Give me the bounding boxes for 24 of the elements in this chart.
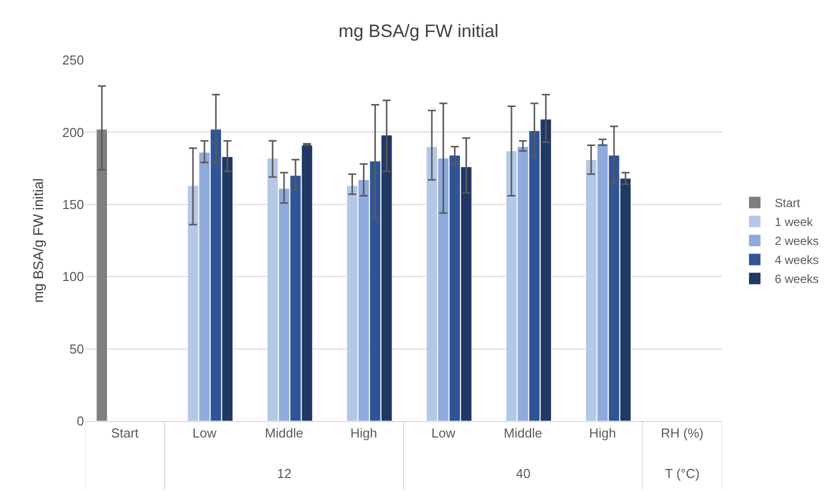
chart-title: mg BSA/g FW initial <box>338 21 499 42</box>
x-tick-label: Middle <box>504 426 542 441</box>
y-tick-label: 200 <box>62 124 84 140</box>
x-tick-label: RH (%) <box>660 426 704 441</box>
text: T (°C) <box>665 466 700 481</box>
y-tick-label: 100 <box>62 269 84 284</box>
y-tick-label: 150 <box>62 196 84 212</box>
x-tick-label: Middle <box>264 426 304 441</box>
y-tick-label: 50 <box>70 341 84 356</box>
text: 12 <box>277 466 292 481</box>
x-tick-label: High <box>350 426 378 441</box>
x-tick-label: Start <box>111 426 139 441</box>
legend-label: 1 week <box>774 215 814 230</box>
y-tick-label: 0 <box>76 414 84 429</box>
x-tick-label: Low <box>431 426 456 441</box>
legend-label: 2 weeks <box>774 234 819 248</box>
x-tick-label: Low <box>192 426 217 441</box>
legend-label: Start <box>774 196 801 210</box>
y-axis-title: mg BSA/g FW initial <box>30 178 46 303</box>
y-tick-label: 250 <box>62 52 84 68</box>
x-tick-label: High <box>589 426 616 441</box>
text: 40 <box>516 466 530 481</box>
legend-label: 6 weeks <box>774 272 819 286</box>
legend-label: 4 weeks <box>774 253 819 268</box>
